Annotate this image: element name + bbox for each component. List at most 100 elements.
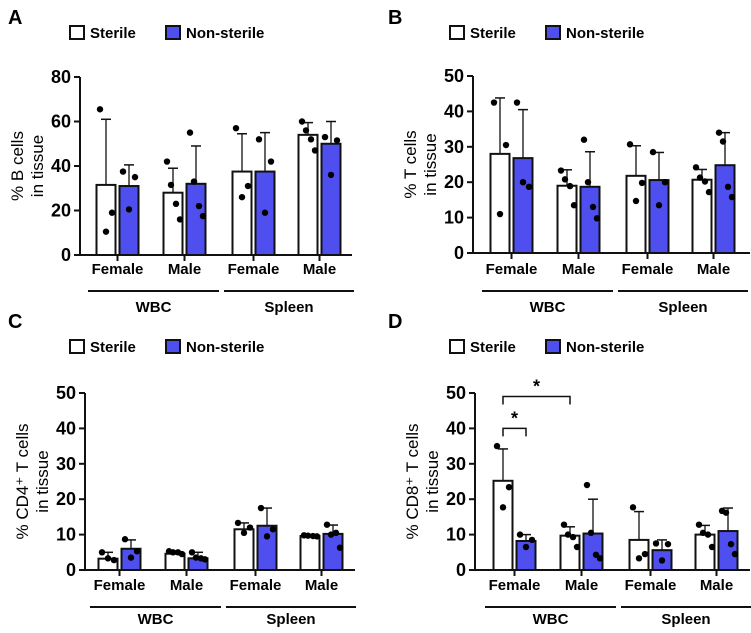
data-point: [569, 533, 577, 541]
data-point: [178, 550, 186, 558]
data-point: [499, 504, 507, 511]
data-point: [240, 529, 248, 537]
y-tick-label: 0: [456, 560, 466, 580]
data-point: [327, 531, 335, 538]
y-tick-label: 40: [446, 418, 466, 438]
y-tick-label: 80: [51, 67, 71, 87]
bar-sterile: [233, 528, 255, 571]
data-point: [304, 532, 312, 539]
data-point: [121, 536, 129, 543]
panel-letter: C: [8, 311, 22, 333]
data-point: [195, 202, 203, 210]
data-point: [708, 543, 716, 551]
legend-label-nonsterile: Non-sterile: [566, 339, 644, 356]
data-point: [516, 531, 524, 538]
significance-label: *: [511, 408, 518, 428]
legend-swatch-nonsterile: [545, 25, 561, 40]
y-axis-label: % B cellsin tissue: [8, 131, 47, 201]
bar-sterile: [625, 174, 647, 254]
y-axis-label-line: % T cells: [401, 130, 420, 198]
x-tick-label: Female: [622, 261, 674, 278]
y-tick-label: 30: [444, 137, 464, 157]
data-point: [727, 540, 735, 548]
x-tick-label: Female: [228, 261, 280, 278]
bar-sterile: [559, 534, 581, 571]
group-label: WBC: [136, 299, 172, 316]
data-point: [255, 136, 263, 143]
data-point: [133, 548, 141, 555]
data-point: [261, 209, 269, 216]
y-tick-label: 0: [66, 560, 76, 580]
bar-nonsterile: [118, 185, 140, 256]
bar-sterile: [299, 535, 321, 571]
data-point: [696, 174, 704, 181]
group-label: Spleen: [264, 299, 313, 316]
legend: Sterile Non-sterile: [69, 25, 264, 42]
data-point: [704, 531, 712, 538]
data-point: [561, 176, 569, 183]
data-point: [580, 136, 588, 143]
y-axis-label: % CD4⁺ T cellsin tissue: [13, 423, 52, 539]
data-point: [638, 179, 646, 187]
bar-nonsterile: [320, 142, 342, 256]
x-tick-label: Male: [170, 577, 203, 594]
legend-swatch-nonsterile: [165, 339, 181, 354]
data-point: [573, 543, 581, 551]
data-point: [528, 536, 536, 544]
y-axis-label-line: % B cells: [8, 131, 27, 201]
data-point: [522, 543, 530, 551]
data-point: [493, 442, 501, 450]
data-point: [127, 554, 135, 561]
data-point: [664, 540, 672, 548]
data-point: [307, 136, 315, 143]
bar-sterile: [694, 533, 716, 571]
bar-nonsterile: [515, 539, 537, 571]
y-axis-label-line: % CD4⁺ T cells: [13, 423, 32, 539]
y-axis-label-line: in tissue: [33, 450, 52, 512]
data-point: [705, 188, 713, 196]
data-point: [589, 203, 597, 211]
y-tick-label: 0: [454, 243, 464, 263]
x-tick-label: Female: [625, 577, 677, 594]
bar-sterile: [297, 133, 319, 257]
data-point: [169, 549, 177, 556]
y-tick-label: 30: [446, 454, 466, 474]
bar-nonsterile: [185, 182, 207, 256]
panel-letter: B: [388, 7, 402, 29]
y-tick-label: 20: [444, 172, 464, 192]
group-label: WBC: [138, 611, 174, 628]
legend-swatch-nonsterile: [545, 339, 561, 354]
data-point: [246, 524, 254, 531]
panel-b: B Sterile Non-sterile 0 10 20 30 40 50 % T cellsi…: [388, 7, 750, 316]
data-point: [172, 200, 180, 208]
bar-sterile: [95, 183, 117, 257]
bar-sterile: [492, 479, 514, 571]
data-point: [96, 106, 104, 113]
data-point: [570, 202, 578, 209]
y-axis-label-line: % CD8⁺ T cells: [403, 423, 422, 539]
y-tick-label: 10: [444, 208, 464, 228]
data-point: [336, 544, 344, 551]
y-tick-label: 40: [56, 418, 76, 438]
data-point: [701, 178, 709, 185]
significance-label: *: [533, 377, 540, 397]
y-axis-label-line: in tissue: [28, 135, 47, 197]
data-point: [519, 179, 527, 186]
legend-label-sterile: Sterile: [470, 25, 516, 42]
data-point: [525, 183, 533, 191]
data-point: [564, 531, 572, 538]
data-point: [267, 158, 275, 165]
data-point: [583, 481, 591, 489]
y-tick-label: 20: [51, 201, 71, 221]
data-point: [263, 533, 271, 540]
bar-nonsterile: [717, 530, 739, 571]
bar-nonsterile: [256, 524, 278, 571]
data-point: [244, 182, 252, 190]
legend-label-nonsterile: Non-sterile: [566, 25, 644, 42]
data-point: [201, 556, 209, 563]
group-label: Spleen: [266, 611, 315, 628]
x-tick-label: Male: [168, 261, 201, 278]
bar-sterile: [556, 184, 578, 255]
data-point: [298, 118, 306, 125]
